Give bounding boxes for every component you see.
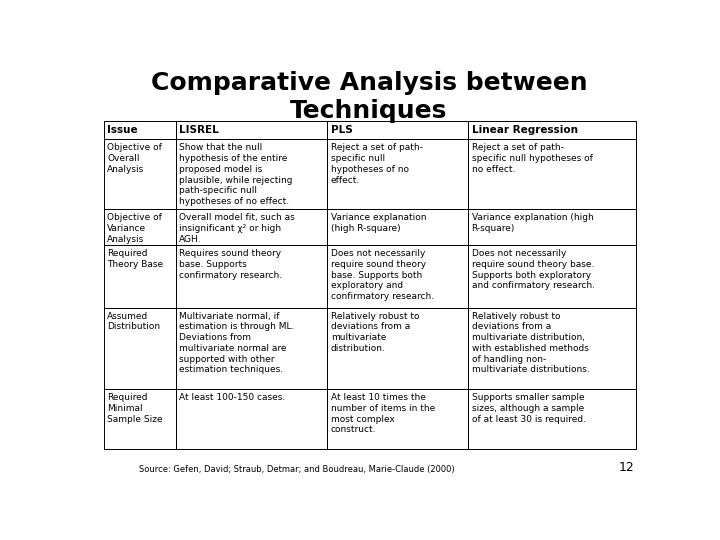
Bar bbox=[104, 209, 176, 245]
Text: Issue: Issue bbox=[107, 125, 138, 135]
Text: Linear Regression: Linear Regression bbox=[472, 125, 577, 135]
Text: Objective of
Overall
Analysis: Objective of Overall Analysis bbox=[107, 143, 162, 174]
Bar bbox=[468, 209, 636, 245]
Bar bbox=[176, 121, 328, 139]
Text: At least 10 times the
number of items in the
most complex
construct.: At least 10 times the number of items in… bbox=[330, 393, 435, 434]
Bar bbox=[328, 245, 468, 307]
Text: 12: 12 bbox=[618, 461, 634, 474]
Text: Does not necessarily
require sound theory
base. Supports both
exploratory and
co: Does not necessarily require sound theor… bbox=[330, 249, 433, 301]
Bar bbox=[104, 389, 176, 449]
Text: Overall model fit, such as
insignificant χ² or high
AGH.: Overall model fit, such as insignificant… bbox=[179, 213, 294, 244]
Bar bbox=[328, 139, 468, 209]
Text: Reject a set of path-
specific null hypotheses of
no effect.: Reject a set of path- specific null hypo… bbox=[472, 143, 593, 174]
Text: At least 100-150 cases.: At least 100-150 cases. bbox=[179, 393, 285, 402]
Text: Variance explanation
(high R-square): Variance explanation (high R-square) bbox=[330, 213, 426, 233]
Text: Does not necessarily
require sound theory base.
Supports both exploratory
and co: Does not necessarily require sound theor… bbox=[472, 249, 595, 291]
Bar bbox=[328, 389, 468, 449]
Text: Multivariate normal, if
estimation is through ML.
Deviations from
multivariate n: Multivariate normal, if estimation is th… bbox=[179, 312, 294, 374]
Text: Supports smaller sample
sizes, although a sample
of at least 30 is required.: Supports smaller sample sizes, although … bbox=[472, 393, 585, 423]
Bar bbox=[104, 121, 176, 139]
Bar bbox=[468, 245, 636, 307]
Text: Requires sound theory
base. Supports
confirmatory research.: Requires sound theory base. Supports con… bbox=[179, 249, 282, 280]
Bar bbox=[104, 245, 176, 307]
Text: Required
Minimal
Sample Size: Required Minimal Sample Size bbox=[107, 393, 163, 423]
Bar bbox=[468, 307, 636, 389]
Text: Objective of
Variance
Analysis: Objective of Variance Analysis bbox=[107, 213, 162, 244]
Bar bbox=[328, 121, 468, 139]
Bar bbox=[104, 139, 176, 209]
Bar bbox=[104, 307, 176, 389]
Text: Comparative Analysis between
Techniques: Comparative Analysis between Techniques bbox=[150, 71, 588, 123]
Bar bbox=[328, 209, 468, 245]
Bar bbox=[468, 139, 636, 209]
Text: Source: Gefen, David; Straub, Detmar; and Boudreau, Marie-Claude (2000): Source: Gefen, David; Straub, Detmar; an… bbox=[139, 465, 454, 474]
Text: Reject a set of path-
specific null
hypotheses of no
effect.: Reject a set of path- specific null hypo… bbox=[330, 143, 423, 185]
Text: Relatively robust to
deviations from a
multivariate distribution,
with establish: Relatively robust to deviations from a m… bbox=[472, 312, 589, 374]
Text: Show that the null
hypothesis of the entire
proposed model is
plausible, while r: Show that the null hypothesis of the ent… bbox=[179, 143, 292, 206]
Text: LISREL: LISREL bbox=[179, 125, 219, 135]
Text: Relatively robust to
deviations from a
multivariate
distribution.: Relatively robust to deviations from a m… bbox=[330, 312, 419, 353]
Text: PLS: PLS bbox=[330, 125, 352, 135]
Bar bbox=[468, 121, 636, 139]
Bar bbox=[176, 209, 328, 245]
Text: Variance explanation (high
R-square): Variance explanation (high R-square) bbox=[472, 213, 593, 233]
Bar bbox=[328, 307, 468, 389]
Text: Required
Theory Base: Required Theory Base bbox=[107, 249, 163, 269]
Bar bbox=[468, 389, 636, 449]
Bar bbox=[176, 245, 328, 307]
Bar bbox=[176, 389, 328, 449]
Bar bbox=[176, 139, 328, 209]
Text: Assumed
Distribution: Assumed Distribution bbox=[107, 312, 161, 332]
Bar bbox=[176, 307, 328, 389]
